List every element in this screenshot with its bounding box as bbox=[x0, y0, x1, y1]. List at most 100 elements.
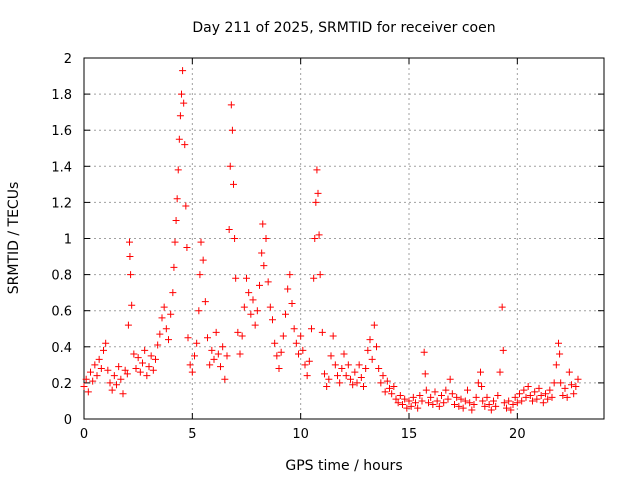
data-point bbox=[556, 350, 564, 358]
y-tick-label: 1.4 bbox=[51, 160, 72, 175]
data-point bbox=[542, 390, 549, 398]
data-point bbox=[260, 262, 268, 270]
data-point bbox=[264, 278, 272, 286]
x-axis-label: GPS time / hours bbox=[285, 458, 402, 474]
y-tick-label: 1.8 bbox=[51, 88, 72, 103]
data-point bbox=[509, 401, 517, 409]
data-point bbox=[483, 393, 491, 401]
data-point bbox=[130, 350, 138, 358]
data-point bbox=[181, 141, 189, 149]
data-point bbox=[347, 375, 354, 383]
data-point bbox=[481, 402, 489, 410]
data-point bbox=[316, 271, 324, 279]
data-point bbox=[381, 388, 389, 396]
data-point bbox=[520, 386, 528, 394]
data-point bbox=[529, 397, 536, 405]
data-point bbox=[334, 372, 341, 380]
data-point bbox=[196, 271, 204, 279]
data-point bbox=[340, 350, 348, 358]
y-tick-label: 0 bbox=[64, 413, 72, 428]
data-point bbox=[338, 364, 346, 372]
data-point bbox=[184, 334, 192, 342]
data-point bbox=[414, 404, 422, 412]
data-point bbox=[407, 402, 415, 410]
data-point bbox=[546, 386, 554, 394]
data-point bbox=[331, 361, 339, 369]
data-point bbox=[173, 195, 181, 203]
data-point bbox=[425, 399, 432, 407]
data-point bbox=[373, 343, 380, 351]
axis-ticks bbox=[83, 57, 604, 420]
data-point bbox=[84, 388, 92, 396]
data-point bbox=[399, 401, 406, 409]
data-point bbox=[485, 401, 493, 409]
data-point bbox=[401, 395, 409, 403]
data-point bbox=[500, 399, 508, 407]
data-point bbox=[245, 289, 253, 297]
data-point bbox=[226, 162, 234, 170]
data-point bbox=[191, 352, 198, 360]
data-point bbox=[108, 386, 116, 394]
data-point bbox=[104, 366, 112, 374]
data-point bbox=[563, 393, 571, 401]
data-point bbox=[299, 346, 307, 354]
data-point bbox=[565, 368, 573, 376]
data-point bbox=[496, 368, 504, 376]
data-point bbox=[115, 363, 123, 371]
data-point bbox=[290, 325, 298, 333]
data-point bbox=[139, 359, 146, 367]
data-point bbox=[266, 303, 274, 311]
data-point bbox=[446, 375, 454, 383]
data-point bbox=[243, 274, 250, 282]
data-point bbox=[474, 379, 482, 387]
data-point bbox=[154, 341, 162, 349]
data-point bbox=[282, 310, 289, 318]
data-point bbox=[357, 373, 365, 381]
data-point bbox=[212, 328, 220, 336]
data-point bbox=[416, 392, 424, 400]
y-tick-label: 1.6 bbox=[51, 124, 72, 139]
data-point bbox=[455, 402, 463, 410]
data-point bbox=[448, 390, 456, 398]
data-point bbox=[121, 366, 129, 374]
data-point bbox=[277, 348, 285, 356]
data-point bbox=[223, 352, 231, 360]
data-point bbox=[518, 397, 526, 405]
data-point bbox=[323, 383, 331, 391]
data-point bbox=[311, 235, 319, 242]
data-point bbox=[204, 334, 211, 342]
data-point bbox=[442, 386, 450, 394]
data-point bbox=[126, 253, 134, 261]
y-tick-label: 1 bbox=[64, 233, 72, 248]
data-point bbox=[490, 397, 497, 405]
data-point bbox=[231, 235, 239, 242]
data-point bbox=[537, 392, 545, 400]
data-point bbox=[466, 399, 474, 407]
data-point bbox=[97, 364, 105, 372]
data-point bbox=[206, 361, 214, 369]
data-point bbox=[427, 393, 435, 401]
data-point bbox=[457, 395, 465, 403]
data-point bbox=[429, 401, 437, 409]
data-point bbox=[342, 372, 350, 380]
data-point bbox=[89, 377, 97, 385]
data-point bbox=[230, 180, 237, 188]
data-point bbox=[511, 393, 519, 401]
data-point bbox=[431, 388, 439, 396]
data-point bbox=[533, 395, 541, 403]
data-point bbox=[279, 332, 287, 340]
data-point bbox=[487, 406, 495, 414]
data-point bbox=[492, 402, 500, 410]
data-point bbox=[162, 325, 170, 333]
y-tick-labels: 0 0.2 0.4 0.6 0.8 1 1.2 1.4 1.6 1.8 2 bbox=[51, 52, 72, 428]
data-point bbox=[171, 238, 179, 246]
data-point bbox=[170, 263, 178, 271]
data-point bbox=[386, 384, 393, 392]
x-tick-label: 0 bbox=[80, 427, 88, 442]
data-point bbox=[451, 401, 458, 409]
y-tick-label: 0.4 bbox=[51, 341, 72, 356]
y-tick-label: 0.2 bbox=[51, 377, 72, 392]
chart-title: Day 211 of 2025, SRMTID for receiver coe… bbox=[192, 20, 495, 36]
y-tick-label: 0.8 bbox=[51, 269, 72, 284]
grid-lines bbox=[84, 58, 604, 419]
